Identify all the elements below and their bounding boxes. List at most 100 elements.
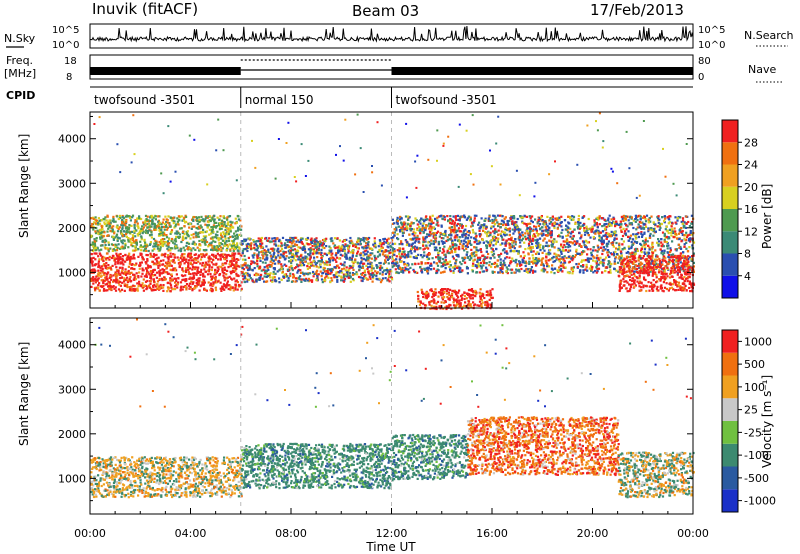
cell-2-1153	[343, 275, 346, 278]
cell-1-958	[182, 237, 185, 241]
cell-3-1637	[585, 225, 588, 228]
cell-2-161	[258, 251, 261, 254]
cell-2-246	[356, 240, 359, 244]
cell-2-819	[376, 278, 379, 281]
cell-1-652	[212, 230, 215, 233]
cell-0-334	[235, 272, 238, 275]
cell-2-690	[384, 269, 387, 272]
cell-3-1516	[648, 234, 652, 237]
cell-2-382	[280, 253, 283, 256]
cell-2-1167	[389, 244, 392, 247]
cell-3-1791	[429, 215, 432, 218]
cell-3-1973	[393, 231, 396, 234]
cell-2-1066	[273, 237, 276, 240]
cell-1-439	[160, 233, 163, 237]
cell-3-1486	[557, 247, 560, 250]
cell-1-320	[224, 229, 227, 232]
cell-2-747	[322, 266, 325, 269]
cell-2-75	[352, 279, 355, 282]
cell-3-1088	[661, 231, 665, 234]
cell-2-959	[385, 256, 388, 259]
cell-2-1093	[290, 264, 293, 267]
cell-2-1334	[326, 263, 329, 266]
cell-0-803	[162, 253, 165, 256]
cell-0-631	[236, 264, 239, 268]
cell-3-1793	[614, 256, 617, 259]
cell-0-68	[237, 285, 240, 288]
cell-2-24	[283, 243, 286, 246]
cell-0-1009	[159, 283, 162, 287]
cell-2-434	[267, 273, 270, 276]
cell-2-1307	[361, 266, 365, 269]
cell-0-543	[109, 267, 112, 270]
cell-0-807	[133, 276, 136, 279]
cell-0-1119	[203, 281, 206, 284]
cell-1-771	[144, 219, 147, 222]
cell-3-1838	[602, 264, 605, 267]
cell-2-837	[295, 240, 298, 243]
cell-2-890	[389, 268, 392, 271]
cell-2-1014	[300, 241, 303, 244]
cell-0-369	[203, 275, 206, 278]
cell-3-1782	[683, 237, 686, 240]
cell-0-429	[101, 258, 104, 261]
cell-2-1333	[329, 272, 332, 275]
cell-3-1413	[434, 234, 437, 237]
cell-3-983	[670, 234, 673, 237]
cell-1-537	[167, 249, 170, 252]
cell-2-1193	[256, 278, 260, 281]
cell-2-352	[370, 247, 373, 250]
cell-2-356	[368, 275, 371, 278]
cell-0-581	[201, 264, 204, 267]
cell-0-907	[102, 259, 105, 263]
cell-2-1003	[384, 277, 387, 280]
cell-2-441	[352, 268, 355, 271]
cell-0-962	[106, 271, 110, 274]
cell-0-1117	[103, 256, 106, 259]
cell-0-933	[94, 288, 97, 291]
cell-0-912	[119, 262, 122, 265]
cell-0-1115	[158, 287, 161, 290]
cell-1-70	[236, 235, 239, 238]
cell-2-458	[264, 271, 267, 274]
cell-2-499	[297, 276, 300, 279]
cell-3-1409	[605, 231, 608, 235]
cell-3-1902	[540, 232, 543, 235]
cell-1-982	[138, 231, 141, 235]
cell-2-1041	[320, 275, 323, 278]
cell-2-906	[391, 239, 394, 242]
cell-1-943	[164, 241, 167, 244]
cell-0-302	[90, 285, 93, 288]
cell-1-1051	[199, 224, 202, 227]
cell-2-823	[352, 264, 355, 267]
cell-1-685	[175, 235, 178, 238]
cell-1-990	[218, 237, 221, 240]
cell-0-1016	[224, 286, 227, 289]
cell-1-342	[164, 215, 167, 218]
cell-2-746	[349, 276, 352, 279]
cell-3-1435	[553, 225, 556, 228]
cell-2-912	[256, 256, 259, 260]
cell-3-1404	[545, 223, 548, 226]
cell-1-55	[225, 243, 229, 247]
cell-3-1072	[607, 217, 610, 220]
cell-2-904	[359, 265, 362, 269]
cell-0-693	[233, 277, 236, 280]
cell-0-683	[230, 262, 234, 265]
cell-1-82	[231, 221, 234, 224]
cell-3-2013	[433, 246, 436, 249]
cell-3-1472	[454, 231, 457, 234]
cell-3-1488	[661, 253, 665, 256]
cell-1-795	[229, 220, 232, 223]
cell-1-817	[197, 235, 200, 238]
cell-1-455	[212, 236, 215, 239]
cell-2-1300	[376, 250, 380, 254]
cell-2-380	[351, 254, 354, 257]
cell-3-1899	[585, 230, 588, 233]
cell-0-1128	[199, 273, 202, 276]
cell-3-1954	[438, 235, 441, 238]
cell-2-596	[294, 259, 297, 262]
cell-2-621	[241, 249, 245, 252]
cell-0-989	[175, 280, 178, 283]
cell-2-1203	[291, 252, 294, 256]
